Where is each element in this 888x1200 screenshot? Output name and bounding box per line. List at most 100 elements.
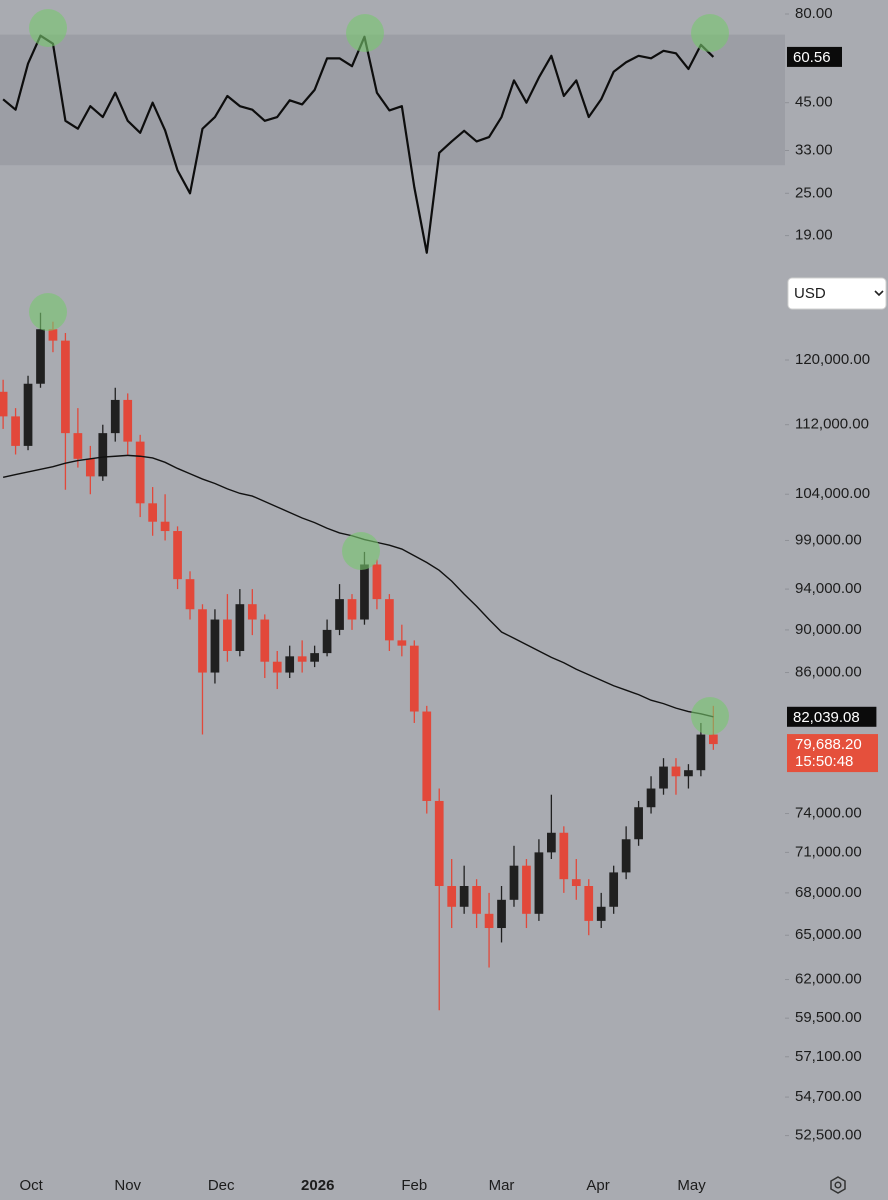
ma-value-label-box (787, 706, 877, 727)
candle-body (198, 609, 207, 673)
candle-body (621, 839, 631, 873)
y-tick-label: 74,000.00 (795, 805, 862, 822)
candle-body (260, 619, 270, 662)
candle-body (85, 458, 95, 477)
candle-body (696, 734, 706, 771)
candle-body (385, 599, 394, 641)
price-label: 79,688.20 (795, 736, 862, 753)
candle-body (285, 656, 295, 673)
candle-body (646, 788, 656, 808)
candle-body (484, 913, 494, 929)
ma-value-label: 82,039.08 (793, 709, 860, 726)
candle-body (708, 734, 718, 745)
y-tick-label: 104,000.00 (795, 485, 870, 502)
candle-body (110, 399, 120, 434)
x-tick-label: Oct (19, 1177, 43, 1194)
y-tick-label: 19.00 (795, 227, 833, 244)
moving-average-line (2, 454, 714, 718)
candle-body (497, 899, 506, 929)
y-tick-label: 80.00 (795, 5, 833, 22)
candle-body (596, 906, 606, 921)
candle-body (372, 564, 382, 600)
candle-body (223, 619, 232, 651)
candle-body (148, 503, 157, 522)
y-tick-label: 99,000.00 (795, 531, 862, 548)
candle-body (547, 832, 556, 853)
x-tick-label: Apr (586, 1177, 609, 1194)
y-tick-label: 25.00 (795, 184, 833, 201)
countdown-label: 15:50:48 (795, 753, 853, 770)
y-tick-label: 65,000.00 (795, 926, 862, 943)
highlight-circle (342, 532, 380, 570)
y-tick-label: 62,000.00 (795, 971, 862, 988)
candle-body (0, 391, 8, 417)
y-tick-label: 52,500.00 (795, 1127, 862, 1144)
x-tick-label: Nov (114, 1177, 141, 1194)
x-tick-label: May (677, 1177, 706, 1194)
y-tick-label: 54,700.00 (795, 1088, 862, 1105)
x-tick-label: Feb (401, 1177, 427, 1194)
candle-body (322, 629, 332, 654)
candle-body (472, 886, 481, 914)
candle-body (73, 433, 83, 459)
candle-body (98, 433, 108, 477)
candle-body (409, 645, 419, 712)
x-tick-label: Dec (208, 1177, 235, 1194)
candle-body (11, 416, 20, 446)
highlight-circle (29, 293, 67, 331)
candle-body (434, 800, 444, 887)
selector-chevron[interactable] (874, 290, 884, 297)
candle-body (522, 865, 531, 914)
candle-body (160, 521, 170, 532)
candle-body (310, 653, 319, 662)
y-tick-label: 71,000.00 (795, 843, 862, 860)
candle-body (36, 329, 45, 384)
candle-body (247, 604, 257, 620)
candle-body (347, 599, 357, 620)
highlight-group (29, 9, 729, 735)
candle-body (360, 564, 369, 620)
x-tick-label: 2026 (301, 1177, 334, 1194)
candle-body (210, 619, 220, 673)
settings-hexagon[interactable] (830, 1176, 846, 1194)
selector-text[interactable]: USD (794, 285, 826, 302)
candle-body (447, 886, 457, 907)
candle-body (671, 766, 681, 777)
candle-body (609, 872, 619, 907)
candle-body (559, 832, 569, 880)
highlight-circle (691, 697, 729, 735)
candle-body (23, 383, 33, 446)
y-tick-label: 33.00 (795, 141, 833, 158)
candle-body (272, 661, 282, 673)
candle-body (235, 604, 245, 651)
y-tick-label: 120,000.00 (795, 351, 870, 368)
candle-body (335, 599, 344, 630)
y-tick-label: 45.00 (795, 94, 833, 111)
y-tick-label: 112,000.00 (795, 416, 869, 433)
x-tick-label: Mar (489, 1177, 515, 1194)
candle-body (173, 531, 182, 580)
candle-body (185, 579, 195, 610)
rsi-line (2, 34, 715, 254)
highlight-circle (346, 14, 384, 52)
settings-center[interactable] (834, 1181, 842, 1189)
y-tick-label: 90,000.00 (795, 621, 862, 638)
candle-body (584, 886, 594, 921)
y-tick-label: 59,500.00 (795, 1009, 862, 1026)
highlight-circle (29, 9, 67, 47)
rsi-value-label: 60.56 (793, 49, 831, 66)
currency-selector[interactable]: USD (787, 277, 887, 310)
candle-body (297, 656, 307, 662)
candle-body (634, 807, 643, 840)
price-box (787, 734, 878, 773)
highlight-circle (691, 14, 729, 52)
selector-box[interactable] (787, 277, 887, 310)
candle-body (459, 886, 469, 907)
settings-icon[interactable] (830, 1176, 846, 1194)
candle-body (534, 852, 544, 914)
candle-body (684, 770, 693, 777)
candle-body (397, 640, 407, 646)
y-tick-label: 68,000.00 (795, 884, 862, 901)
